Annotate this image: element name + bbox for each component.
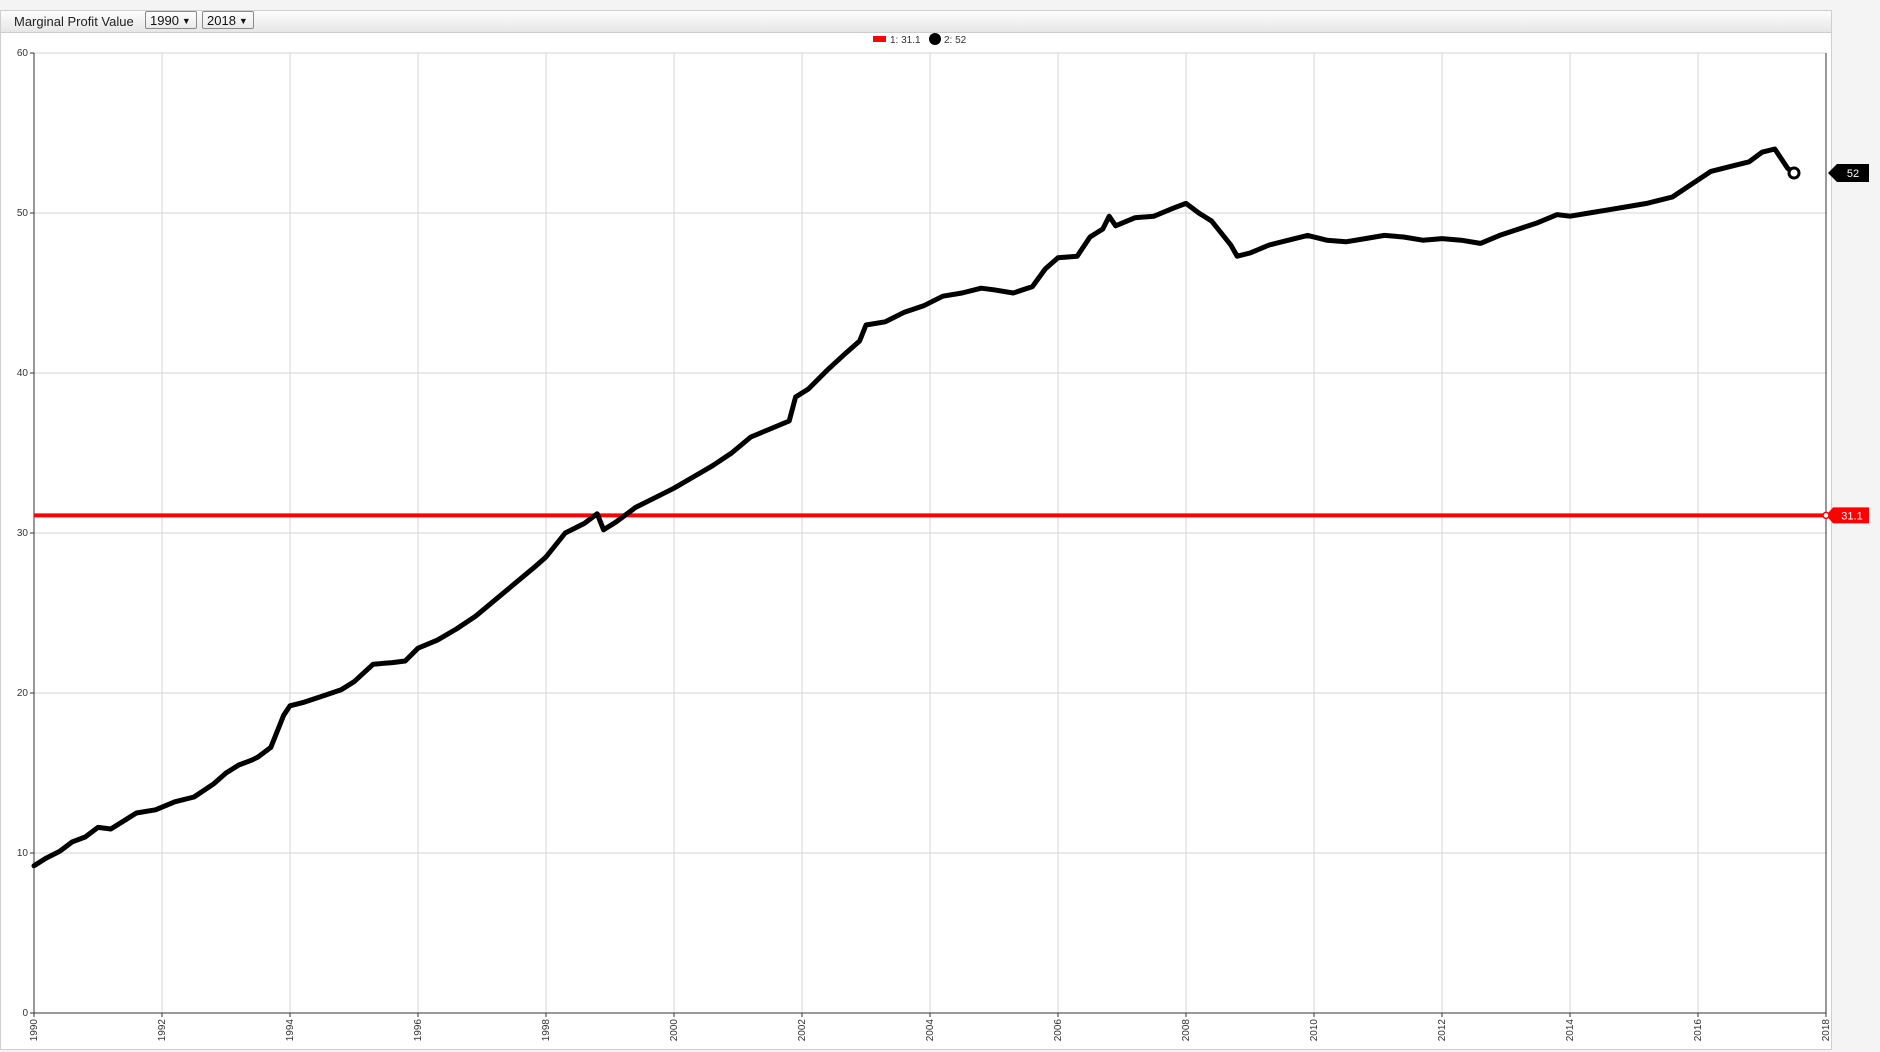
y-tick-label: 60	[17, 48, 29, 59]
legend-label: 1: 31.1	[890, 35, 921, 46]
chevron-down-icon: ▼	[238, 16, 248, 26]
start-year-select[interactable]: 1990 ▼	[145, 11, 197, 29]
x-tick-label: 1996	[413, 1019, 424, 1042]
series-line	[31, 146, 1797, 869]
y-tick-label: 20	[17, 688, 29, 699]
series-tag-label: 52	[1847, 168, 1859, 180]
threshold-value-tag	[1826, 507, 1869, 524]
y-tick-label: 50	[17, 208, 29, 219]
grid	[33, 52, 1827, 1014]
end-year-select[interactable]: 2018 ▼	[202, 11, 254, 29]
legend-label: 2: 52	[944, 35, 967, 46]
y-tick-label: 40	[17, 368, 29, 379]
x-tick-label: 2002	[797, 1019, 808, 1042]
chart-widget: Marginal Profit Value 1990 ▼ 2018 ▼	[0, 10, 1832, 1050]
series-value-tag	[1828, 164, 1869, 182]
chart-title: Marginal Profit Value	[14, 14, 134, 29]
legend-swatch	[929, 33, 941, 45]
x-tick-label: 1998	[541, 1019, 552, 1042]
x-tick-label: 2004	[925, 1019, 936, 1042]
y-tick-label: 30	[17, 528, 29, 539]
x-tick-label: 2000	[669, 1019, 680, 1042]
series-endpoint-marker	[1787, 166, 1801, 180]
x-tick-label: 2012	[1437, 1019, 1448, 1042]
x-tick-label: 1994	[285, 1019, 296, 1042]
widget-header: Marginal Profit Value 1990 ▼ 2018 ▼	[1, 11, 1831, 33]
y-tick-label: 10	[17, 848, 29, 859]
x-tick-label: 2010	[1309, 1019, 1320, 1042]
y-tick-label: 0	[22, 1008, 28, 1019]
legend: 1: 31.1 2: 52	[873, 33, 967, 46]
end-year-value: 2018	[207, 13, 236, 28]
x-tick-label: 2008	[1181, 1019, 1192, 1042]
x-tick-label: 1990	[29, 1019, 40, 1042]
legend-swatch	[873, 36, 886, 42]
x-tick-label: 2006	[1053, 1019, 1064, 1042]
start-year-value: 1990	[150, 13, 179, 28]
chevron-down-icon: ▼	[181, 16, 191, 26]
x-tick-label: 2018	[1821, 1019, 1832, 1042]
x-tick-label: 1992	[157, 1019, 168, 1042]
threshold-tag-label: 31.1	[1841, 510, 1862, 522]
x-tick-label: 2016	[1693, 1019, 1704, 1042]
threshold-endpoint-marker	[1822, 511, 1830, 520]
x-tick-label: 2014	[1565, 1019, 1576, 1042]
